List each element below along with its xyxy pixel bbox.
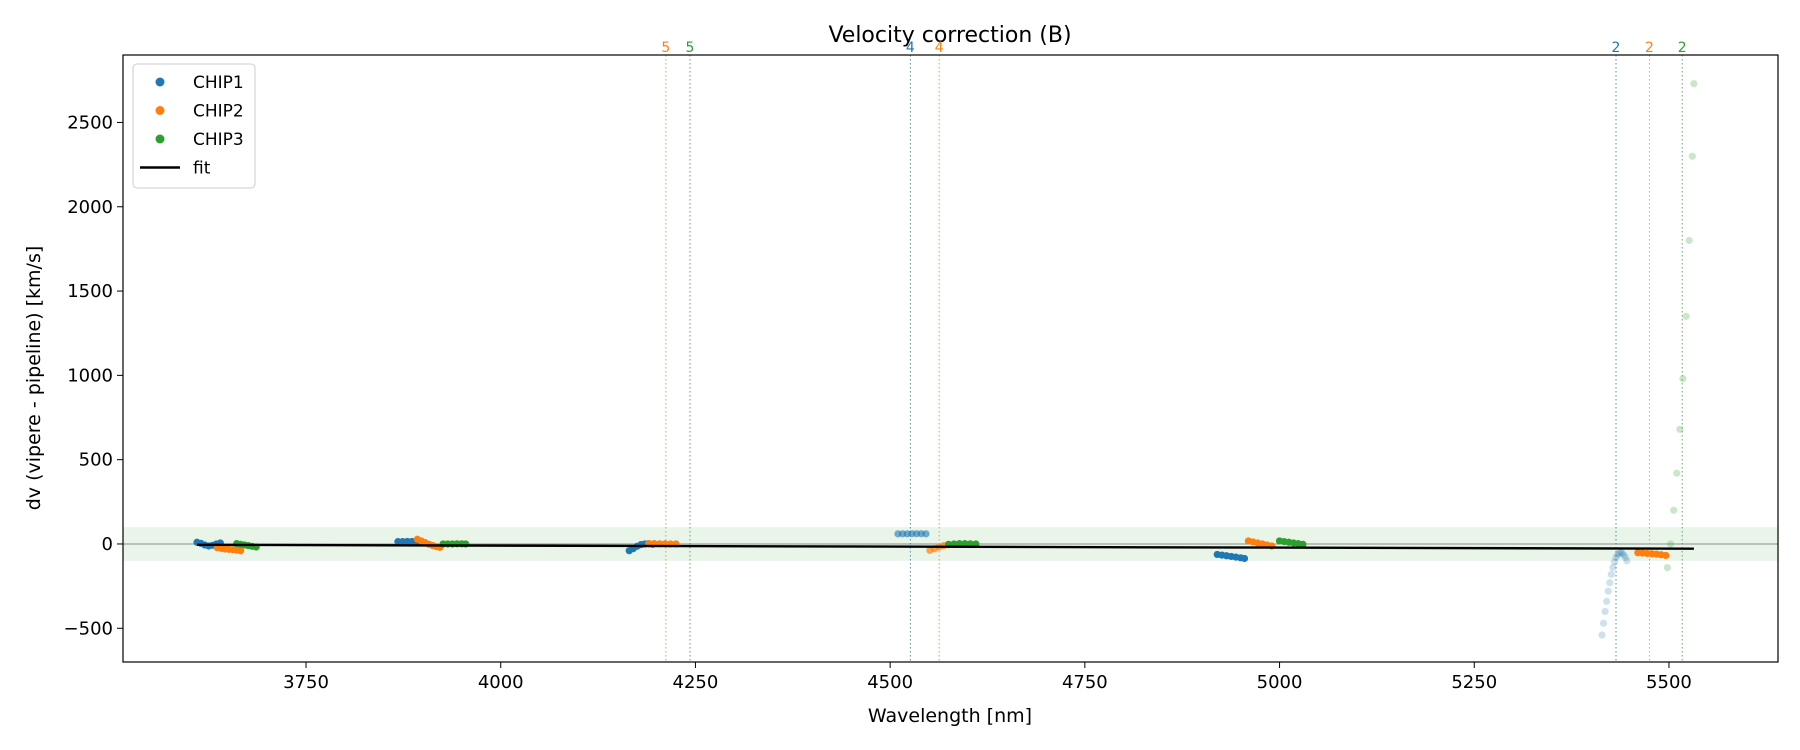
y-tick-label: 1000 (67, 365, 113, 386)
y-tick-label: 500 (79, 450, 113, 471)
data-point-chip1 (1615, 549, 1623, 557)
data-point-chip1 (1603, 597, 1611, 605)
y-tick-label: −500 (64, 618, 113, 639)
x-tick-label: 5000 (1257, 672, 1303, 693)
data-point-chip3 (1676, 425, 1684, 433)
order-marker-label: 4 (935, 40, 944, 56)
data-point-chip1 (1621, 553, 1629, 562)
data-point-chip3 (1299, 540, 1307, 548)
fit-line (196, 543, 1694, 550)
data-point-chip3 (1679, 375, 1687, 383)
data-point-chip1 (922, 530, 930, 538)
legend-marker (155, 106, 165, 115)
data-point-chip1 (1601, 607, 1609, 616)
legend-marker (155, 134, 165, 144)
data-point-chip1 (1623, 557, 1631, 565)
x-tick-label: 4250 (673, 672, 719, 693)
data-point-chip1 (1240, 554, 1249, 563)
data-point-chip3 (1666, 540, 1675, 548)
x-axis-label: Wavelength [nm] (868, 705, 1032, 727)
fit-line-layer (196, 543, 1694, 550)
order-marker-label: 5 (686, 40, 695, 56)
x-tick-label: 3750 (283, 672, 329, 693)
plot-frame (122, 54, 1779, 663)
legend: CHIP1 CHIP2 CHIP3 fit (132, 63, 256, 189)
order-marker-label: 2 (1678, 40, 1687, 56)
order-marker-label: 2 (1645, 40, 1654, 56)
data-point-chip1 (1610, 558, 1619, 566)
order-marker-label: 2 (1612, 40, 1621, 56)
data-point-chip1 (1599, 619, 1608, 627)
legend-label: CHIP2 (193, 102, 244, 122)
y-axis-label: dv (vipere - pipeline) [km/s] (23, 246, 45, 511)
order-marker-label: 5 (661, 40, 670, 56)
y-tick-label: 2000 (67, 197, 113, 218)
x-axis: 3750 4000 4250 4500 4750 5000 5250 5500 (283, 662, 1692, 693)
data-point-chip3 (955, 540, 964, 548)
y-axis: −500 0 500 1000 1500 2000 2500 (64, 112, 123, 639)
y-tick-label: 2500 (67, 112, 113, 133)
legend-label: CHIP3 (193, 130, 244, 150)
x-tick-label: 4000 (478, 672, 524, 693)
data-point-chip3 (1673, 469, 1681, 477)
data-point-chip1 (1609, 563, 1617, 572)
data-point-chip1 (1604, 587, 1612, 595)
data-point-chip1 (1617, 548, 1625, 557)
data-point-chip1 (1612, 553, 1620, 562)
x-tick-label: 4750 (1062, 672, 1108, 693)
data-point-chip3 (1663, 563, 1672, 572)
data-point-chip3 (1688, 152, 1696, 160)
data-point-chip1 (1607, 570, 1615, 578)
data-point-chip3 (961, 540, 969, 548)
y-tick-label: 1500 (67, 281, 113, 302)
y-tick-label: 0 (102, 534, 113, 555)
order-marker-lines (665, 55, 1683, 662)
legend-box (132, 63, 256, 189)
data-point-chip1 (1620, 551, 1628, 559)
data-point-chip1 (1613, 551, 1622, 559)
data-point-chip3 (1682, 312, 1690, 320)
x-tick-label: 5500 (1646, 672, 1692, 693)
data-point-chip3 (1685, 236, 1693, 245)
data-point-chip1 (1618, 549, 1626, 557)
data-point-chip3 (1670, 506, 1678, 514)
chart-title: Velocity correction (B) (828, 23, 1071, 48)
x-tick-label: 5250 (1451, 672, 1497, 693)
order-marker-label: 4 (906, 40, 915, 56)
data-point-chip2 (237, 547, 245, 555)
data-point-chip1 (1606, 579, 1614, 587)
data-points (193, 80, 1698, 639)
data-point-chip3 (966, 540, 974, 548)
data-point-chip1 (1598, 631, 1606, 639)
data-point-chip2 (1662, 551, 1670, 560)
x-tick-label: 4500 (867, 672, 913, 693)
legend-label: fit (193, 159, 211, 179)
data-point-chip3 (1690, 80, 1698, 88)
legend-label: CHIP1 (193, 73, 244, 93)
legend-marker (155, 77, 165, 87)
